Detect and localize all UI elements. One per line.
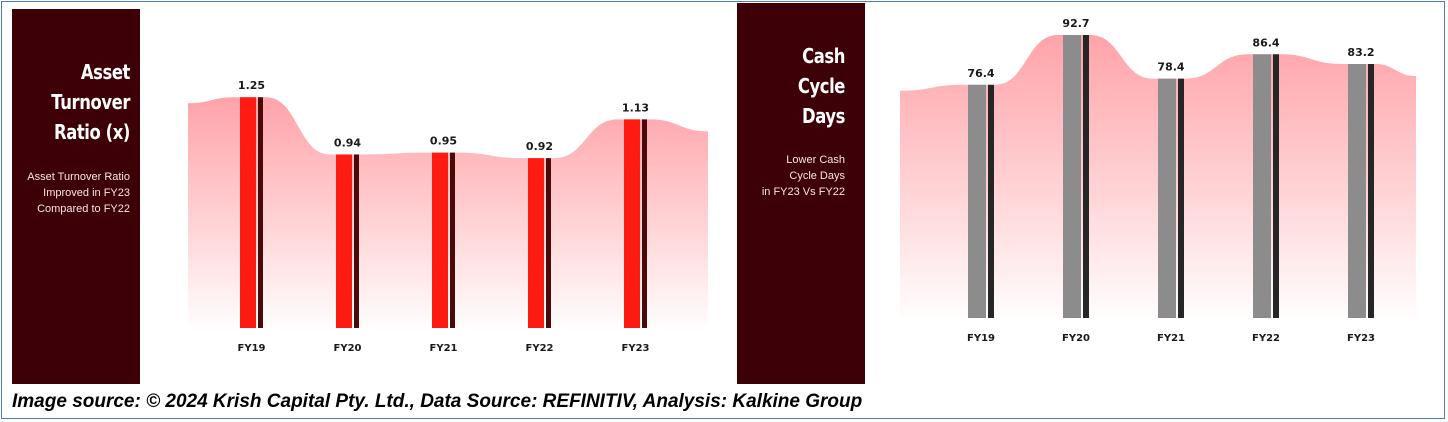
asset-turnover-bar-accent	[258, 97, 263, 328]
asset-turnover-category-label: FY23	[622, 343, 650, 354]
cash-cycle-note: Lower Cash Cycle Days in FY23 Vs FY22	[745, 152, 845, 200]
cash-cycle-value-label: 76.4	[967, 67, 994, 80]
cash-cycle-value-label: 78.4	[1157, 61, 1184, 74]
asset-turnover-category-label: FY19	[238, 343, 266, 354]
cash-cycle-category-label: FY19	[967, 333, 995, 344]
asset-turnover-bar-accent	[354, 154, 359, 328]
cash-cycle-bar-accent	[1368, 64, 1374, 318]
cash-cycle-value-label: 83.2	[1347, 46, 1374, 59]
cash-cycle-bar	[1253, 54, 1271, 319]
title-line: Days	[802, 104, 845, 128]
asset-turnover-value-label: 0.95	[430, 135, 457, 148]
cash-cycle-title-panel: Cash Cycle Days Lower Cash Cycle Days in…	[737, 3, 865, 384]
asset-turnover-category-label: FY22	[526, 343, 554, 354]
asset-turnover-bar	[528, 158, 544, 328]
note-line: Cycle Days	[789, 170, 845, 182]
cash-cycle-title: Cash Cycle Days	[763, 41, 846, 131]
cash-cycle-bar	[1158, 78, 1176, 319]
note-line: Lower Cash	[786, 154, 845, 166]
title-line: Ratio (x)	[53, 120, 130, 144]
asset-turnover-bar-accent	[642, 119, 647, 328]
asset-turnover-value-label: 0.94	[334, 136, 361, 149]
asset-turnover-category-label: FY21	[430, 343, 458, 354]
asset-turnover-bar	[624, 119, 640, 328]
title-line: Cycle	[797, 74, 846, 98]
asset-turnover-note: Asset Turnover Ratio Improved in FY23 Co…	[20, 169, 130, 217]
cash-cycle-category-label: FY20	[1062, 333, 1090, 344]
asset-turnover-bar-accent	[546, 158, 551, 328]
title-line: Asset	[80, 60, 131, 84]
cash-cycle-bar-accent	[988, 84, 994, 318]
asset-turnover-value-label: 1.13	[622, 101, 649, 114]
cash-cycle-category-label: FY21	[1157, 333, 1185, 344]
cash-cycle-chart: 76.4 FY19 92.7 FY20 78.4 FY21 86.4 FY22 83.2 FY23	[900, 17, 1416, 344]
asset-turnover-bar	[240, 97, 256, 328]
asset-turnover-title: Asset Turnover Ratio (x)	[40, 57, 130, 147]
cash-cycle-category-label: FY22	[1252, 333, 1280, 344]
asset-turnover-value-label: 0.92	[526, 140, 553, 153]
cash-cycle-category-label: FY23	[1347, 333, 1375, 344]
cash-cycle-value-label: 86.4	[1252, 36, 1279, 49]
cash-cycle-bar-accent	[1083, 35, 1089, 318]
cash-cycle-bar-accent	[1178, 78, 1184, 319]
cash-cycle-bar	[968, 84, 986, 318]
asset-turnover-bar	[336, 154, 352, 328]
note-line: in FY23 Vs FY22	[761, 186, 845, 198]
cash-cycle-bar-accent	[1273, 54, 1279, 319]
cash-cycle-bar	[1063, 35, 1081, 318]
title-line: Cash	[802, 44, 845, 68]
title-line: Turnover	[51, 90, 131, 114]
asset-turnover-category-label: FY20	[334, 343, 362, 354]
cash-cycle-bar	[1348, 64, 1366, 318]
asset-turnover-value-label: 1.25	[238, 79, 265, 92]
asset-turnover-bar-accent	[450, 152, 455, 328]
cash-cycle-value-label: 92.7	[1062, 17, 1089, 30]
asset-turnover-title-panel: Asset Turnover Ratio (x) Asset Turnover …	[12, 9, 140, 384]
image-source-caption: Image source: © 2024 Krish Capital Pty. …	[12, 391, 863, 412]
asset-turnover-chart: 1.25 FY19 0.94 FY20 0.95 FY21 0.92 FY22 1.13 FY23	[188, 79, 708, 354]
asset-turnover-bar	[432, 152, 448, 328]
note-line: Asset Turnover Ratio	[27, 171, 130, 183]
note-line: Improved in FY23	[43, 187, 130, 199]
note-line: Compared to FY22	[37, 203, 130, 215]
